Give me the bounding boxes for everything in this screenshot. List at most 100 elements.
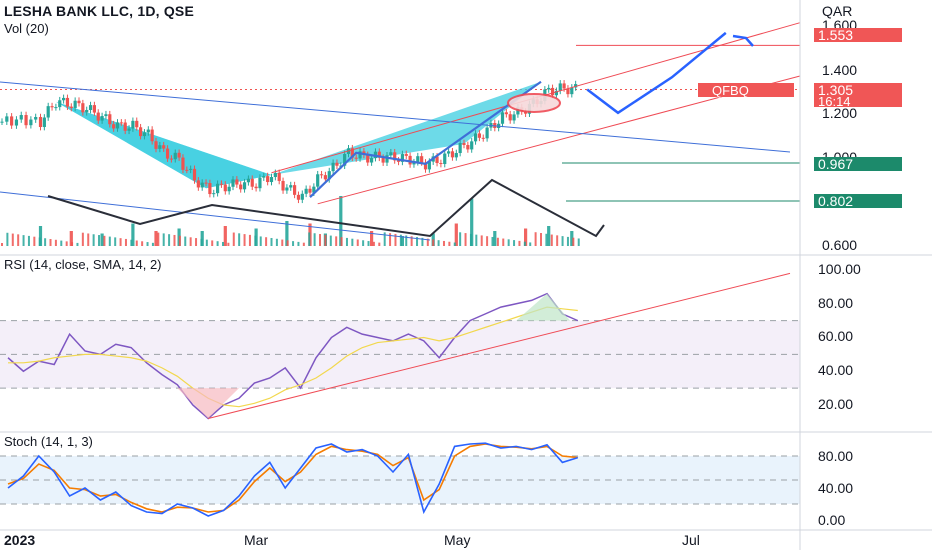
volume-bar [248, 234, 251, 246]
volume-bar [389, 233, 392, 246]
candle-body [162, 145, 166, 149]
time-label-mar: Mar [244, 532, 268, 548]
volume-bar [400, 236, 404, 246]
volume-bar [168, 234, 171, 246]
volume-bar [286, 240, 289, 246]
candle-body [246, 178, 250, 183]
rsi-tick-100: 100.00 [818, 261, 861, 277]
volume-bar [103, 235, 106, 246]
volume-bar [340, 237, 343, 246]
pattern-fill-right [271, 81, 541, 175]
stoch-tick-80: 80.00 [818, 448, 853, 464]
rsi-title: RSI (14, close, SMA, 14, 2) [4, 257, 162, 272]
volume-bar [313, 233, 316, 246]
price-tick-0600: 0.600 [822, 237, 857, 253]
candle-body [85, 109, 89, 113]
candle-body [312, 186, 316, 193]
candle-body [470, 141, 474, 150]
candle-body [139, 127, 143, 137]
volume-bar [1, 243, 3, 246]
volume-bar [227, 242, 230, 246]
volume-bar [442, 240, 445, 246]
time-label-jul: Jul [682, 532, 700, 548]
volume-bar [195, 238, 198, 246]
candle-body [119, 122, 123, 124]
volume-bar [200, 231, 204, 246]
candle-body [81, 103, 85, 113]
volume-bar [71, 242, 74, 246]
price-axis-currency: QAR [822, 3, 852, 19]
support-2-badge: 0.802 [814, 193, 902, 209]
volume-bar [324, 234, 327, 246]
time-label-may: May [444, 532, 470, 548]
volume-bar [572, 237, 575, 246]
candle-body [500, 112, 505, 124]
volume-bar [146, 242, 149, 246]
svg-text:0.967: 0.967 [818, 156, 853, 172]
volume-bar [205, 239, 208, 246]
volume-bar [370, 231, 374, 246]
candle-body [216, 183, 220, 194]
candle-body [223, 184, 227, 192]
candle-body [273, 172, 277, 178]
candle-body [512, 114, 516, 121]
candle-body [473, 133, 478, 142]
volume-bar [17, 234, 20, 246]
drawing-layer [0, 22, 801, 241]
volume-bar [561, 236, 564, 246]
volume-bar [124, 238, 127, 246]
volume-bar [223, 226, 227, 246]
candle-body [443, 153, 447, 165]
volume-bar [319, 234, 322, 246]
volume-bar [329, 235, 332, 246]
volume-bar [135, 240, 138, 246]
candle-body [146, 129, 150, 133]
volume-bar [259, 236, 262, 246]
volume-bar [216, 241, 219, 246]
pattern-layer [55, 81, 541, 189]
chart-header: LESHA BANK LLC, 1D, QSE Vol (20) [4, 3, 194, 36]
price-tick-1200: 1.200 [822, 105, 857, 121]
volume-bar [151, 242, 154, 246]
candle-body [142, 132, 147, 137]
volume-bar [141, 241, 144, 246]
candle-body [281, 180, 285, 191]
volume-bar [335, 236, 338, 246]
volume-bar [297, 241, 300, 246]
stoch-title: Stoch (14, 1, 3) [4, 434, 93, 449]
candle-body [366, 154, 370, 163]
volume-bar [547, 226, 551, 246]
candle-body [227, 186, 231, 192]
candle-body [104, 114, 108, 117]
volume-bar [566, 236, 569, 246]
volume-bar [550, 234, 553, 246]
channel-lower-line [317, 75, 801, 205]
candle-body [73, 100, 77, 108]
candle-body [327, 171, 331, 180]
candle-body [323, 175, 327, 180]
candle-body [412, 162, 416, 165]
volume-bar [162, 233, 165, 246]
rsi-line [7, 292, 579, 420]
candle-body [189, 168, 193, 170]
candle-body [10, 116, 14, 126]
rsi-overbought-fill [516, 293, 571, 321]
stoch-tick-40: 40.00 [818, 480, 853, 496]
volume-bar [154, 231, 158, 246]
candle-body [400, 154, 404, 162]
candle-body [165, 148, 170, 159]
candle-body [14, 119, 19, 126]
volume-bar [540, 233, 542, 246]
candle-body [481, 137, 485, 139]
candle-body [58, 100, 62, 108]
volume-bar [243, 234, 246, 246]
candle-body [242, 182, 247, 190]
candle-body [570, 87, 574, 95]
target-price-badge: 1.553 [814, 27, 902, 43]
candle-body [404, 154, 408, 156]
candle-body [135, 120, 139, 128]
volume-bar [119, 238, 122, 246]
candle-body [192, 168, 197, 181]
volume-bar [44, 238, 47, 246]
candle-body [385, 155, 389, 163]
